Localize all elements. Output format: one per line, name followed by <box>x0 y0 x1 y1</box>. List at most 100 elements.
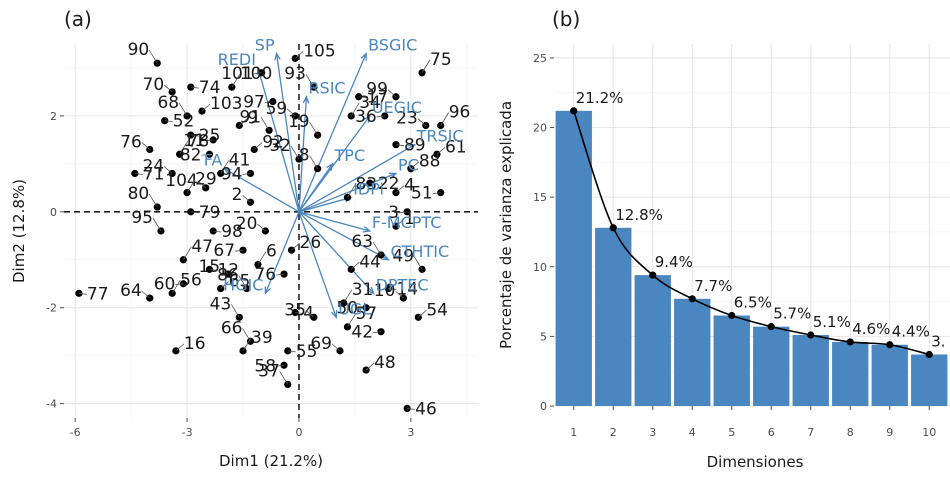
point-label-leader <box>152 217 162 232</box>
variable-arrowhead <box>326 162 334 171</box>
point-label-leader <box>134 173 143 175</box>
point-label-leader <box>220 160 229 174</box>
point-label-leader <box>78 292 87 295</box>
point-label-leader <box>257 223 266 232</box>
point-label: 66 <box>221 318 243 338</box>
bar-x-tick-label: 10 <box>922 426 936 439</box>
bar-x-tick-label: 4 <box>689 426 696 439</box>
point-label: 54 <box>426 300 448 320</box>
point-label: 103 <box>210 94 242 114</box>
scatter-point <box>187 208 195 216</box>
scatter-point <box>209 227 217 235</box>
point-label-leader <box>186 179 196 193</box>
variable-arrow <box>298 211 375 294</box>
point-label: 83 <box>355 174 377 194</box>
point-label-leader <box>290 145 300 160</box>
point-label-leader <box>347 313 356 328</box>
point-label-leader <box>239 118 248 126</box>
point-label: 90 <box>128 40 150 60</box>
bar-y-tick-label: 5 <box>540 330 547 343</box>
point-label: 94 <box>221 164 243 184</box>
point-label-leader <box>350 102 360 117</box>
point-label-leader <box>148 49 158 64</box>
bar-x-axis-title: Dimensiones <box>707 453 804 471</box>
point-label-leader <box>440 112 450 126</box>
bar-chart-panel: 21.2% 12.8% 9.4%7.7%6.5%5.7% 5.1% 4.6% 4.4%3.… <box>497 44 950 471</box>
bar-series <box>555 110 948 406</box>
point-label: 86 <box>217 266 239 286</box>
scatter-x-tick-label: 3 <box>407 426 414 439</box>
scree-point <box>609 224 617 232</box>
point-label: 19 <box>288 112 310 132</box>
point-label-leader <box>141 290 151 299</box>
point-label: 2 <box>232 185 243 205</box>
variable-arrow <box>298 211 337 318</box>
variable-label: CTHTIC <box>390 242 449 261</box>
point-label: 91 <box>239 107 261 127</box>
point-label-leader <box>163 84 173 93</box>
variable-arrowhead <box>388 172 398 179</box>
scree-point <box>807 331 815 339</box>
scatter-point <box>403 208 411 216</box>
point-label-leader <box>372 241 382 256</box>
scatter-y-axis-title: Dim2 (12.8%) <box>10 179 28 283</box>
scatter-point <box>366 179 374 187</box>
point-label: 80 <box>128 184 150 204</box>
scatter-point <box>228 83 236 91</box>
point-label-leader <box>421 59 431 73</box>
point-label: 56 <box>180 270 202 290</box>
point-label-leader <box>238 275 248 289</box>
scree-point <box>649 271 657 279</box>
bar-y-tick-label: 20 <box>533 122 547 135</box>
point-label-leader <box>205 139 214 142</box>
point-label: 10 <box>374 281 396 301</box>
variable-label: IDPi <box>353 179 384 198</box>
bar <box>555 110 592 406</box>
point-label-leader <box>264 101 273 103</box>
bar-x-tick-label: 6 <box>768 426 775 439</box>
bar-data-label: 21.2% <box>576 89 624 107</box>
point-label-leader <box>163 166 173 174</box>
bar-data-label: 4.4% <box>892 323 930 341</box>
variable-label: HGIC <box>223 275 263 294</box>
point-label-leader <box>260 117 270 131</box>
point-label: 44 <box>359 252 381 272</box>
variable-arrow <box>298 211 371 232</box>
point-label-leader <box>395 144 404 147</box>
point-label-leader <box>286 108 296 117</box>
point-label-leader <box>410 161 420 169</box>
variable-arrow <box>298 172 397 213</box>
scatter-point <box>187 83 195 91</box>
scatter-point <box>246 169 255 178</box>
point-label-leader <box>175 343 185 352</box>
point-label-leader <box>230 304 240 318</box>
point-label-leader <box>436 146 446 155</box>
point-label-leader <box>276 273 285 276</box>
point-label-leader <box>291 242 300 251</box>
point-label: 57 <box>355 304 377 324</box>
scatter-point <box>187 131 195 139</box>
point-label-leader <box>213 230 222 233</box>
point-label-leader <box>257 251 267 265</box>
scatter-y-tick-label: 2 <box>50 110 57 123</box>
variable-label: SP <box>255 36 275 55</box>
point-label-leader <box>309 155 318 169</box>
point-label: 95 <box>131 208 153 228</box>
point-label: 35 <box>284 300 306 320</box>
variable-label: TRSIC <box>416 127 464 146</box>
point-label: 11 <box>184 131 206 151</box>
scatter-point <box>392 141 400 149</box>
bar-data-label: 3. <box>931 332 945 350</box>
variable-label: TPC <box>334 146 366 165</box>
scatter-point <box>168 289 176 297</box>
point-label-leader <box>219 266 229 275</box>
bar-x-tick-label: 3 <box>649 426 656 439</box>
variable-arrowhead <box>360 52 367 61</box>
variable-arrowhead <box>274 51 281 61</box>
point-label-leader <box>295 312 304 314</box>
bar <box>832 341 869 406</box>
point-label-leader <box>305 73 315 88</box>
point-label: 75 <box>430 50 452 70</box>
